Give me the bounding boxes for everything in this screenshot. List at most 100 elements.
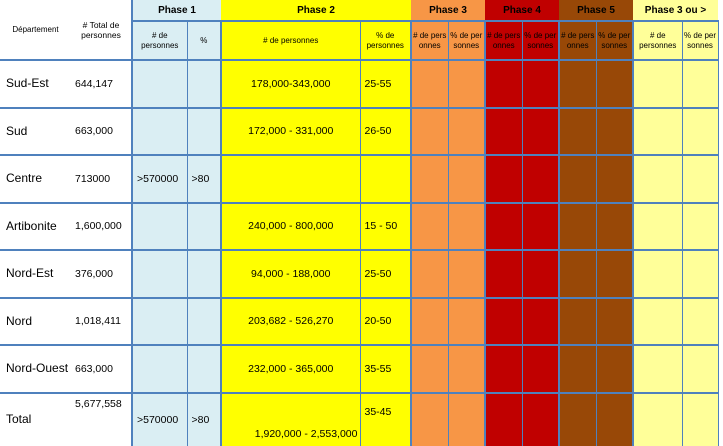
- row-p5-pct: [596, 202, 634, 251]
- row-p6-pct: [682, 155, 719, 204]
- row-p1-pct: [187, 297, 222, 346]
- header-phase-3-plus: Phase 3 ou >: [633, 0, 719, 21]
- sub-p1-pct: %: [187, 20, 222, 61]
- row-p6-count: [633, 392, 683, 446]
- row-p5-count: [559, 60, 597, 109]
- row-p5-pct: [596, 392, 634, 446]
- row-p1-count: [131, 250, 188, 299]
- row-p3-pct: [448, 202, 486, 251]
- row-p3-count: [411, 202, 449, 251]
- row-p1-pct: >80: [187, 392, 222, 446]
- row-p5-count: [559, 250, 597, 299]
- row-p5-count: [559, 107, 597, 156]
- table-row: Centre 713000 >570000 >80: [0, 155, 719, 204]
- row-p3-count: [411, 297, 449, 346]
- row-p2-count: 232,000 - 365,000: [221, 345, 361, 394]
- row-p2-pct: [360, 155, 412, 204]
- row-p3-pct: [448, 297, 486, 346]
- row-p1-pct: [187, 60, 222, 109]
- sub-p3-pct: % de personnes: [448, 20, 486, 61]
- row-p3-count: [411, 345, 449, 394]
- row-p2-pct: 35-55: [360, 345, 412, 394]
- row-p5-pct: [596, 107, 634, 156]
- table-row: Sud-Est 644,147 178,000-343,000 25-55: [0, 60, 719, 109]
- row-total: 644,147: [71, 60, 132, 109]
- row-p2-pct: 26-50: [360, 107, 412, 156]
- header-row-subcolumns: # de personnes % # de personnes % de per…: [0, 20, 719, 61]
- row-p6-count: [633, 202, 683, 251]
- sub-p6-count: # de personnes: [633, 20, 683, 61]
- row-p4-pct: [522, 155, 560, 204]
- row-p2-count: 178,000-343,000: [221, 60, 361, 109]
- row-p1-pct: [187, 250, 222, 299]
- row-p1-count: [131, 345, 188, 394]
- header-phase-2: Phase 2: [221, 0, 411, 21]
- row-p4-pct: [522, 250, 560, 299]
- row-p4-pct: [522, 392, 560, 446]
- row-p5-count: [559, 155, 597, 204]
- sub-p4-count: # de personnes: [485, 20, 523, 61]
- row-p3-pct: [448, 345, 486, 394]
- row-p3-count: [411, 155, 449, 204]
- row-department: Sud: [0, 107, 71, 156]
- row-p2-pct: 25-55: [360, 60, 412, 109]
- row-p6-pct: [682, 250, 719, 299]
- row-p3-count: [411, 60, 449, 109]
- row-total: 5,677,558: [71, 392, 132, 446]
- row-p6-pct: [682, 392, 719, 446]
- table-row: Artibonite 1,600,000 240,000 - 800,000 1…: [0, 202, 719, 251]
- row-p5-pct: [596, 155, 634, 204]
- row-p6-count: [633, 60, 683, 109]
- sub-p1-count: # de personnes: [131, 20, 188, 61]
- row-p4-count: [485, 155, 523, 204]
- row-total: 663,000: [71, 345, 132, 394]
- row-p4-count: [485, 250, 523, 299]
- row-p2-count: 172,000 - 331,000: [221, 107, 361, 156]
- row-department: Nord-Est: [0, 250, 71, 299]
- header-phase-3: Phase 3: [411, 0, 485, 21]
- row-p3-pct: [448, 107, 486, 156]
- row-p1-count: [131, 202, 188, 251]
- row-p3-pct: [448, 392, 486, 446]
- row-total: 376,000: [71, 250, 132, 299]
- row-p4-count: [485, 297, 523, 346]
- row-p4-pct: [522, 60, 560, 109]
- row-total: 1,018,411: [71, 297, 132, 346]
- row-p4-count: [485, 345, 523, 394]
- table-row-total: Total 5,677,558 >570000 >80 1,920,000 - …: [0, 392, 719, 446]
- header-total: # Total de personnes: [71, 0, 132, 61]
- row-p5-pct: [596, 60, 634, 109]
- row-p4-pct: [522, 202, 560, 251]
- header-department: Département: [0, 0, 71, 61]
- row-p5-pct: [596, 297, 634, 346]
- header-phase-1: Phase 1: [131, 0, 221, 21]
- row-p6-pct: [682, 345, 719, 394]
- row-p5-count: [559, 345, 597, 394]
- row-p2-count: [221, 155, 361, 204]
- row-p5-pct: [596, 250, 634, 299]
- header-row-phases: Département # Total de personnes Phase 1…: [0, 0, 719, 61]
- row-p6-count: [633, 155, 683, 204]
- row-p2-pct: 35-45: [360, 392, 412, 446]
- row-p4-pct: [522, 345, 560, 394]
- row-p6-count: [633, 297, 683, 346]
- row-p1-pct: >80: [187, 155, 222, 204]
- row-p6-pct: [682, 202, 719, 251]
- row-p2-count: 203,682 - 526,270: [221, 297, 361, 346]
- row-p1-count: [131, 107, 188, 156]
- row-p2-count: 240,000 - 800,000: [221, 202, 361, 251]
- header-phase-4: Phase 4: [485, 0, 559, 21]
- table-row: Nord-Est 376,000 94,000 - 188,000 25-50: [0, 250, 719, 299]
- row-p4-pct: [522, 107, 560, 156]
- row-p2-count: 1,920,000 - 2,553,000: [221, 392, 361, 446]
- sub-p2-count: # de personnes: [221, 20, 361, 61]
- row-department: Artibonite: [0, 202, 71, 251]
- row-p6-count: [633, 107, 683, 156]
- row-total: 663,000: [71, 107, 132, 156]
- row-p5-count: [559, 202, 597, 251]
- sub-p3-count: # de personnes: [411, 20, 449, 61]
- row-p5-count: [559, 392, 597, 446]
- row-p6-pct: [682, 107, 719, 156]
- row-department: Sud-Est: [0, 60, 71, 109]
- sub-p2-pct: % de personnes: [360, 20, 412, 61]
